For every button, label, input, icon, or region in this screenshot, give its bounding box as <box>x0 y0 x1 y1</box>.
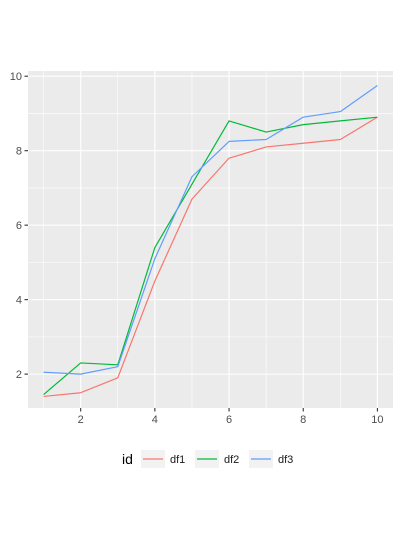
series-line-df1 <box>43 116 378 398</box>
legend-item-df2: df2 <box>195 450 239 468</box>
series-line-df3 <box>43 85 378 375</box>
minor-gridlines <box>28 71 393 408</box>
y-tick-label: 10 <box>10 71 22 83</box>
major-gridlines <box>28 71 393 408</box>
x-tick-label: 4 <box>152 414 158 426</box>
y-tick-label: 2 <box>16 369 22 381</box>
y-tick-label: 4 <box>16 295 22 307</box>
legend-label-df3: df3 <box>278 454 293 466</box>
panel-background <box>28 71 393 408</box>
axis-ticks <box>24 75 378 412</box>
x-tick-label: 8 <box>300 414 306 426</box>
legend-title: id <box>122 451 133 467</box>
x-tick-label: 10 <box>371 414 383 426</box>
x-tick-label: 6 <box>226 414 232 426</box>
legend-item-df1: df1 <box>141 450 185 468</box>
series-lines <box>43 85 378 398</box>
legend-item-df3: df3 <box>249 450 293 468</box>
x-tick-label: 2 <box>78 414 84 426</box>
y-tick-label: 8 <box>16 146 22 158</box>
legend: id df1 df2 df3 <box>122 450 293 468</box>
y-tick-label: 6 <box>16 220 22 232</box>
tick-labels: 2 4 6 8 10 2 4 6 8 10 <box>10 71 384 426</box>
legend-label-df1: df1 <box>170 454 185 466</box>
legend-label-df2: df2 <box>224 454 239 466</box>
series-line-df2 <box>43 116 378 396</box>
